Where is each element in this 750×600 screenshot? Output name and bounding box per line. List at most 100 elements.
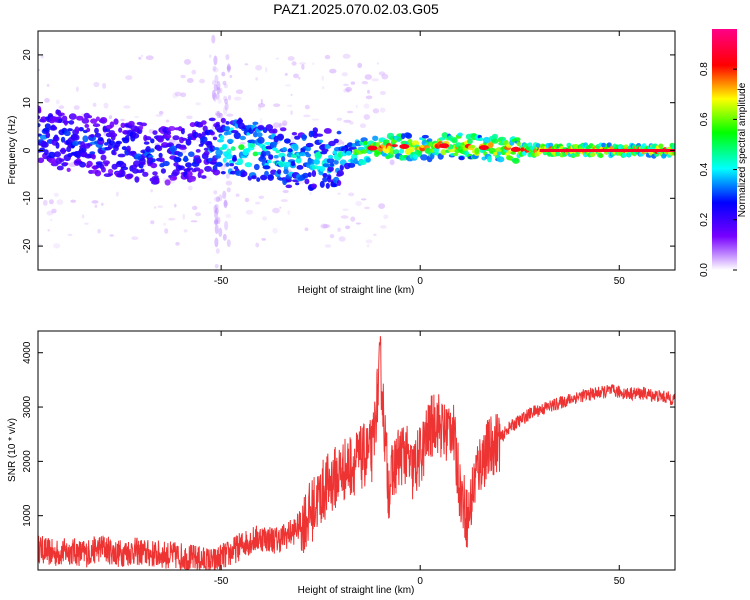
spectrogram-ridge-blob — [398, 137, 403, 141]
spectrogram-noise-blob — [364, 206, 370, 210]
spectrogram-ridge-blob — [491, 133, 499, 140]
spectrogram-noise-blob — [215, 92, 220, 100]
spectrogram-noise-blob — [290, 93, 293, 97]
spectrogram-noise-blob — [378, 71, 386, 76]
spectrogram-noise-blob — [218, 227, 223, 237]
spectrogram-ridge-blob — [134, 176, 140, 183]
spectrogram-noise-blob — [109, 234, 114, 237]
spectrogram-ridge-blob — [126, 173, 134, 179]
spectrogram-ridge-blob — [221, 143, 228, 150]
spectrogram-ridge-blob — [41, 141, 49, 148]
spectrogram-ridge-blob — [220, 171, 226, 175]
spectrogram-ridge-blob — [198, 169, 204, 174]
colorbar-gradient — [712, 29, 737, 270]
spectrogram-ridge-blob — [63, 162, 69, 166]
spectrogram-noise-blob — [343, 88, 348, 93]
spectrogram-noise-blob — [258, 195, 265, 199]
spectrogram-noise-blob — [229, 75, 233, 78]
spectrogram-ridge-blob — [71, 134, 80, 141]
spectrogram-noise-blob — [262, 216, 267, 221]
spectrogram-ridge-blob — [90, 118, 98, 124]
spectrogram-noise-blob — [195, 102, 202, 106]
spectrogram-ridge-blob — [239, 135, 246, 141]
spectrogram-noise-blob — [174, 91, 182, 97]
spectrogram-noise-blob — [363, 114, 370, 120]
spectrogram-ridge-blob — [268, 154, 274, 160]
spectrogram-ridge-blob — [145, 146, 151, 153]
spectrogram-ridge-blob — [177, 151, 184, 157]
spectrogram-noise-blob — [365, 95, 373, 100]
spectrogram-xlabel: Height of straight line (km) — [298, 285, 415, 296]
spectrogram-noise-blob — [195, 212, 201, 217]
spectrogram-ridge-blob — [91, 153, 96, 160]
spectrogram-ridge-blob — [281, 156, 286, 162]
spectrogram-noise-blob — [216, 80, 221, 91]
spectrogram-noise-blob — [55, 99, 61, 105]
spectrogram-ridge-blob — [345, 150, 352, 156]
spectrogram-ridge-blob — [496, 156, 505, 163]
spectrogram-noise-blob — [158, 110, 164, 115]
y-tick-label: -10 — [22, 191, 33, 206]
spectrogram-ridge-blob — [516, 141, 521, 147]
spectrogram-ridge-blob — [58, 158, 65, 162]
spectrogram-noise-blob — [214, 264, 219, 269]
x-tick-label: 0 — [417, 276, 423, 287]
spectrogram-ridge-blob — [305, 142, 314, 148]
spectrogram-noise-blob — [255, 201, 261, 205]
spectrogram-noise-blob — [215, 248, 220, 254]
spectrogram-ridge-blob — [315, 133, 324, 137]
spectrogram-ridge-blob — [117, 153, 126, 158]
spectrogram-noise-blob — [215, 112, 223, 117]
spectrogram-ridge-blob — [105, 128, 111, 133]
spectrogram-ridge-blob — [189, 122, 196, 128]
spectrogram-noise-blob — [312, 62, 315, 66]
spectrogram-noise-blob — [272, 207, 280, 214]
spectrogram-noise-blob — [350, 216, 356, 222]
spectrogram-ridge-blob — [322, 176, 328, 183]
spectrogram-noise-blob — [381, 73, 389, 80]
spectrogram-ridge-blob — [510, 151, 516, 155]
spectrogram-ridge-blob — [60, 147, 66, 155]
spectrogram-noise-blob — [211, 34, 216, 44]
colorbar-tick-label: 0.6 — [699, 112, 710, 126]
spectrogram-ridge-blob — [66, 167, 71, 172]
spectrogram-noise-blob — [337, 227, 341, 232]
spectrogram-ridge-blob — [312, 132, 318, 139]
spectrogram-noise-blob — [225, 54, 230, 61]
spectrogram-ridge-blob — [186, 167, 194, 171]
spectrogram-ridge-blob — [284, 138, 291, 144]
spectrogram-noise-blob — [324, 244, 332, 248]
spectrogram-ridge-blob — [225, 121, 230, 125]
spectrogram-ridge-blob — [226, 148, 232, 155]
spectrogram-noise-blob — [184, 59, 191, 65]
spectrogram-ridge-blob — [63, 130, 71, 137]
colorbar-label: Normalized spectral amplitude — [737, 82, 748, 217]
spectrogram-noise-blob — [364, 74, 372, 80]
spectrogram-noise-blob — [340, 215, 349, 219]
spectrogram-ridge-blob — [287, 148, 293, 153]
spectrogram-ridge-blob — [238, 117, 242, 124]
spectrogram-noise-blob — [180, 92, 187, 98]
spectrogram-noise-blob — [58, 105, 65, 110]
spectrogram-noise-blob — [223, 106, 228, 115]
spectrogram-ridge-blob — [672, 143, 675, 149]
spectrogram-ridge-blob — [67, 128, 73, 132]
spectrogram-ridge-blob — [304, 178, 310, 185]
spectrogram-noise-blob — [134, 115, 140, 118]
spectrogram-ridge-blob — [118, 127, 123, 133]
spectrogram-ridge-blob — [290, 161, 296, 167]
spectrogram-noise-blob — [113, 123, 119, 128]
spectrogram-noise-blob — [165, 119, 170, 123]
spectrogram-ridge-blob — [81, 147, 87, 153]
spectrogram-noise-blob — [225, 173, 230, 179]
spectrogram-noise-blob — [261, 238, 267, 241]
spectrogram-ridge-blob — [313, 159, 321, 165]
spectrogram-ridge-blob — [512, 157, 520, 164]
spectrogram-ridge-blob — [95, 161, 103, 165]
spectrogram-ridge-blob — [112, 151, 117, 156]
spectrogram-noise-blob — [103, 102, 109, 109]
spectrogram-noise-blob — [38, 243, 42, 247]
spectrogram-noise-blob — [311, 118, 320, 121]
spectrogram-ridge-blob — [208, 117, 216, 122]
spectrogram-noise-blob — [213, 83, 218, 92]
